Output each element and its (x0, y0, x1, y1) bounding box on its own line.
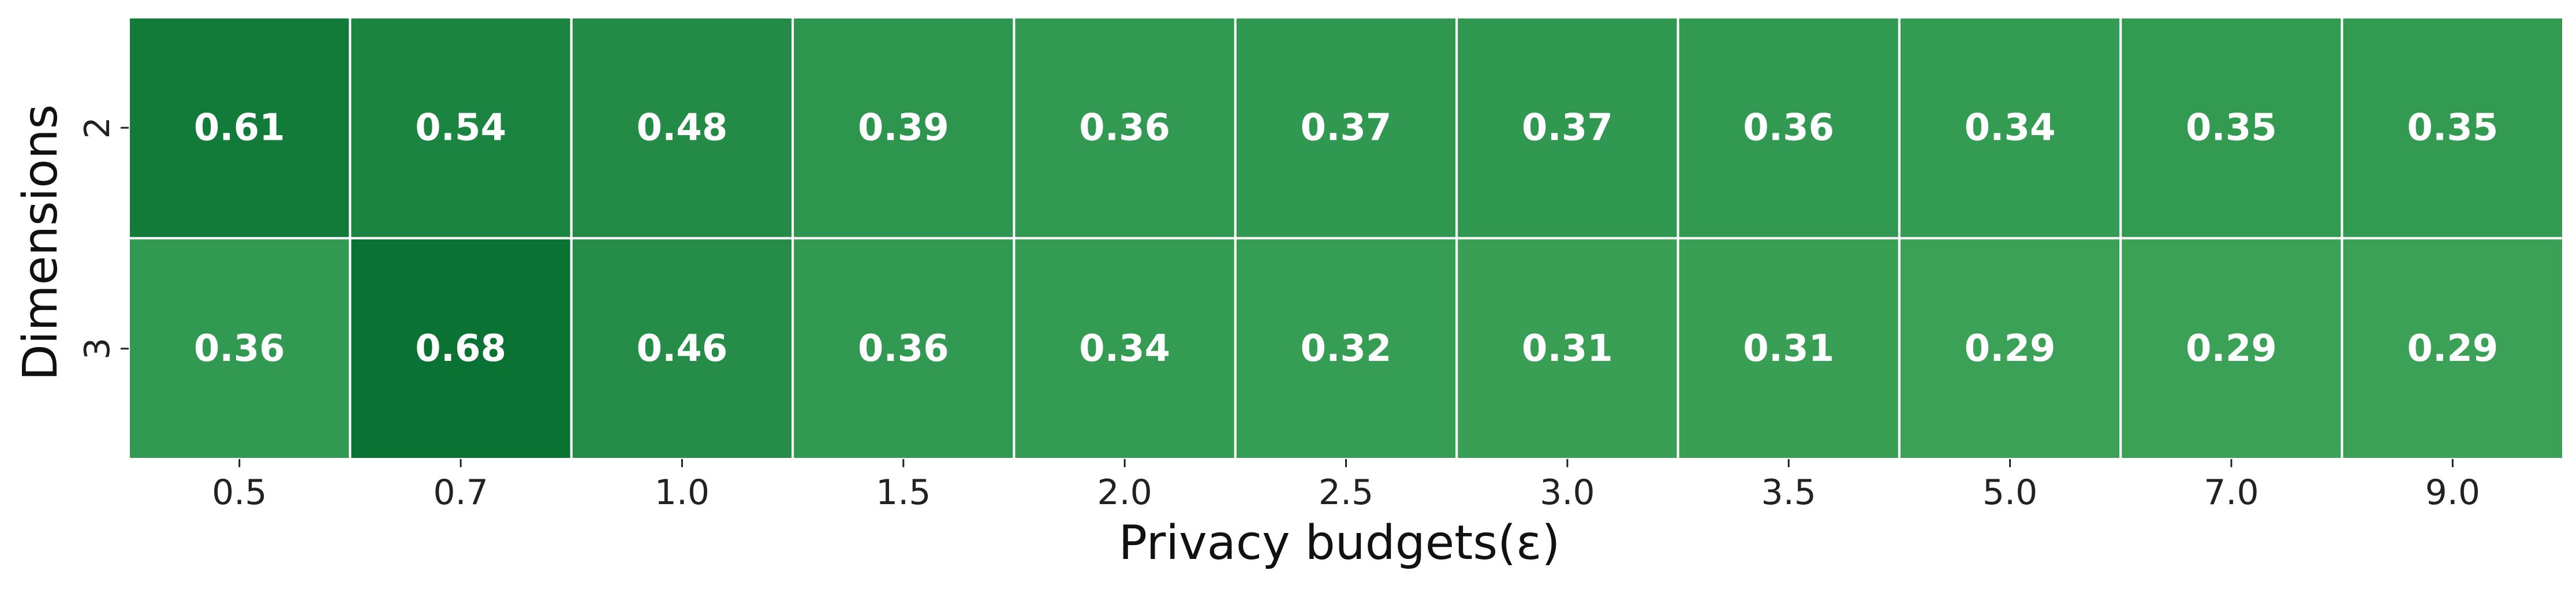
cell-value-label: 0.29 (2407, 327, 2498, 370)
y-axis-label: Dimensions (13, 105, 68, 381)
x-tick-label: 2.5 (1319, 472, 1373, 513)
heatmap-cell (1898, 237, 2122, 460)
x-tick-label: 1.5 (876, 472, 931, 513)
cell-value-label: 0.36 (1743, 106, 1834, 149)
cell-value-label: 0.31 (1743, 327, 1834, 370)
cell-value-label: 0.34 (1079, 327, 1170, 370)
y-axis-ticks: 23 (77, 117, 129, 360)
heatmap-cell (792, 16, 1016, 240)
heatmap-cell (1013, 237, 1237, 460)
heatmap-cell (570, 237, 794, 460)
cell-value-label: 0.61 (194, 106, 285, 149)
heatmap-cell (1234, 16, 1458, 240)
cell-value-label: 0.37 (1522, 106, 1613, 149)
x-tick-label: 1.0 (655, 472, 710, 513)
heatmap-cell (1013, 16, 1237, 240)
heatmap-cells: 0.61 0.54 0.48 0.39 0.36 0.37 0.37 0.36 0.34 0.35… (128, 16, 2565, 460)
x-tick-label: 3.0 (1540, 472, 1595, 513)
y-tick-label: 2 (77, 117, 118, 139)
x-tick-label: 0.7 (433, 472, 488, 513)
cell-value-label: 0.32 (1301, 327, 1392, 370)
heatmap-cell (128, 16, 352, 240)
cell-value-label: 0.29 (1965, 327, 2056, 370)
x-tick-label: 2.0 (1097, 472, 1152, 513)
cell-value-label: 0.36 (194, 327, 285, 370)
heatmap-cell (349, 237, 573, 460)
heatmap-cell (349, 16, 573, 240)
heatmap-cell (128, 237, 352, 460)
heatmap-cell (2340, 16, 2565, 240)
x-tick-label: 7.0 (2204, 472, 2258, 513)
cell-value-label: 0.29 (2186, 327, 2277, 370)
cell-value-label: 0.46 (636, 327, 727, 370)
heatmap-cell (2340, 237, 2565, 460)
cell-value-label: 0.54 (415, 106, 506, 149)
heatmap-cell (570, 16, 794, 240)
heatmap-cell (1455, 237, 1679, 460)
heatmap-cell (1677, 16, 1901, 240)
x-tick-label: 5.0 (1983, 472, 2037, 513)
x-axis-ticks: 0.5 0.7 1.0 1.5 2.0 2.5 3.0 3.5 5.0 7.0 9.0 (212, 459, 2480, 513)
cell-value-label: 0.36 (1079, 106, 1170, 149)
x-tick-label: 3.5 (1761, 472, 1816, 513)
cell-value-label: 0.35 (2407, 106, 2498, 149)
cell-value-label: 0.35 (2186, 106, 2277, 149)
heatmap-cell (2119, 237, 2343, 460)
heatmap-cell (2119, 16, 2343, 240)
heatmap-cell (792, 237, 1016, 460)
x-tick-label: 9.0 (2425, 472, 2480, 513)
cell-value-label: 0.37 (1301, 106, 1392, 149)
cell-value-label: 0.34 (1965, 106, 2056, 149)
cell-value-label: 0.48 (636, 106, 727, 149)
heatmap-cell (1234, 237, 1458, 460)
cell-value-label: 0.68 (415, 327, 506, 370)
cell-value-label: 0.39 (858, 106, 949, 149)
y-tick-label: 3 (77, 338, 118, 360)
x-axis-label: Privacy budgets(ε) (1119, 516, 1560, 571)
heatmap-cell (1677, 237, 1901, 460)
cell-value-label: 0.31 (1522, 327, 1613, 370)
cell-value-label: 0.36 (858, 327, 949, 370)
x-tick-label: 0.5 (212, 472, 267, 513)
